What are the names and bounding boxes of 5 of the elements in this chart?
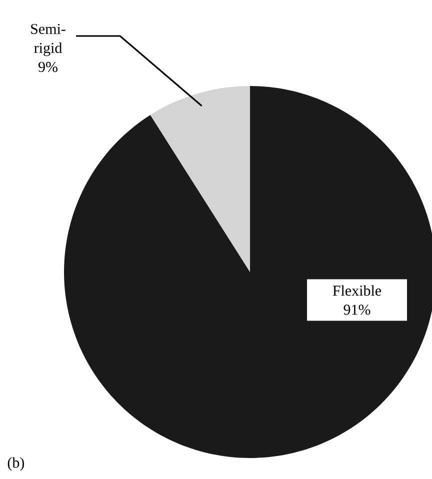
data-label: 91% — [344, 304, 370, 315]
slice-label: Semi-rigid — [31, 24, 66, 56]
data-label: 9% — [38, 62, 58, 72]
text: (b) — [8, 457, 24, 471]
slice-label: Flexible — [332, 285, 382, 296]
